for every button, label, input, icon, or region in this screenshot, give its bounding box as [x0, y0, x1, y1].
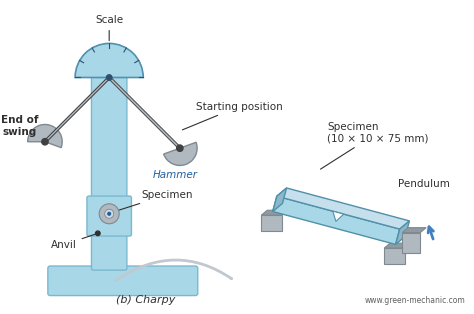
Text: Hammer: Hammer — [153, 170, 198, 180]
Text: Specimen
(10 × 10 × 75 mm): Specimen (10 × 10 × 75 mm) — [320, 122, 429, 169]
FancyBboxPatch shape — [87, 196, 131, 236]
Circle shape — [177, 145, 183, 151]
Polygon shape — [261, 210, 288, 215]
FancyBboxPatch shape — [91, 76, 127, 270]
Polygon shape — [277, 188, 410, 229]
Text: Scale: Scale — [95, 15, 123, 41]
Wedge shape — [164, 142, 197, 165]
Text: Pendulum: Pendulum — [398, 179, 449, 188]
Polygon shape — [261, 215, 282, 231]
Polygon shape — [384, 243, 410, 248]
Circle shape — [105, 209, 114, 218]
Text: Specimen: Specimen — [117, 190, 192, 211]
Text: Starting position: Starting position — [182, 101, 283, 130]
Polygon shape — [402, 233, 420, 253]
Text: Anvil: Anvil — [51, 234, 95, 250]
Circle shape — [108, 213, 110, 215]
Polygon shape — [396, 221, 410, 244]
Polygon shape — [384, 248, 405, 264]
Wedge shape — [75, 43, 143, 78]
Polygon shape — [402, 228, 426, 233]
Polygon shape — [273, 196, 400, 244]
Text: End of
swing: End of swing — [1, 115, 39, 137]
Circle shape — [96, 231, 100, 236]
Circle shape — [107, 75, 112, 80]
Circle shape — [42, 138, 48, 145]
FancyArrowPatch shape — [116, 260, 231, 280]
Text: (b) Charpy: (b) Charpy — [116, 295, 175, 305]
Polygon shape — [273, 188, 287, 212]
Wedge shape — [27, 124, 62, 148]
Text: www.green-mechanic.com: www.green-mechanic.com — [365, 296, 466, 305]
Circle shape — [99, 204, 119, 224]
Polygon shape — [333, 211, 344, 221]
FancyBboxPatch shape — [48, 266, 198, 295]
